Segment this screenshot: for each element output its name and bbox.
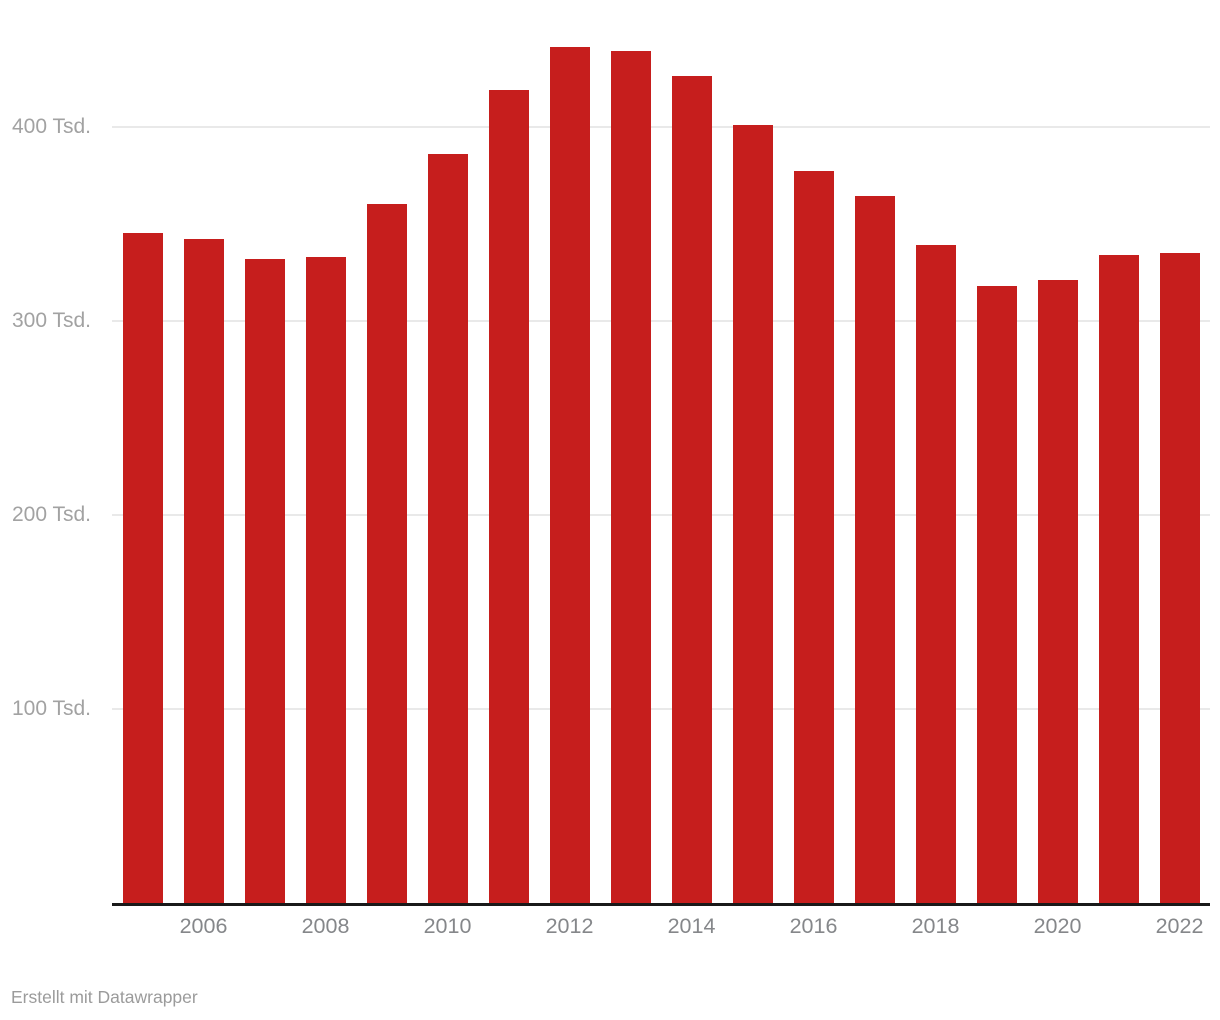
- x-axis-label-2012: 2012: [545, 914, 594, 938]
- bar-2020[interactable]: [1037, 279, 1078, 904]
- bar-2009[interactable]: [366, 204, 407, 904]
- x-axis-label-2006: 2006: [179, 914, 228, 938]
- x-axis-line: [112, 903, 1210, 906]
- y-axis-label-400: 400 Tsd.: [12, 114, 92, 138]
- bar-2006[interactable]: [183, 239, 224, 904]
- gridline-400: [112, 125, 1210, 128]
- x-axis-label-2020: 2020: [1033, 914, 1082, 938]
- bar-2015[interactable]: [732, 124, 773, 904]
- bar-2005[interactable]: [122, 233, 163, 904]
- x-axis-label-2022: 2022: [1155, 914, 1204, 938]
- bar-2010[interactable]: [427, 153, 468, 904]
- bar-2007[interactable]: [244, 258, 285, 904]
- bar-2016[interactable]: [793, 171, 834, 904]
- bar-2018[interactable]: [915, 244, 956, 904]
- gridline-300: [112, 319, 1210, 322]
- bar-2012[interactable]: [549, 46, 590, 904]
- datawrapper-attribution-link[interactable]: Erstellt mit Datawrapper: [11, 987, 198, 1007]
- gridline-100: [112, 708, 1210, 711]
- bar-2014[interactable]: [671, 75, 712, 904]
- y-axis-label-100: 100 Tsd.: [12, 697, 92, 721]
- y-axis-label-300: 300 Tsd.: [12, 308, 92, 332]
- bar-2017[interactable]: [854, 196, 895, 904]
- bar-2011[interactable]: [488, 89, 529, 904]
- x-axis-label-2014: 2014: [667, 914, 716, 938]
- y-axis-label-200: 200 Tsd.: [12, 503, 92, 526]
- bar-2021[interactable]: [1098, 254, 1139, 904]
- bar-2008[interactable]: [305, 256, 346, 904]
- bar-2013[interactable]: [610, 50, 651, 904]
- x-axis-label-2008: 2008: [301, 914, 350, 938]
- x-axis-label-2018: 2018: [911, 914, 960, 938]
- x-axis-label-2016: 2016: [789, 914, 838, 938]
- bar-2019[interactable]: [976, 285, 1017, 904]
- bar-2022[interactable]: [1159, 252, 1200, 904]
- gridline-200: [112, 514, 1210, 516]
- x-axis-label-2010: 2010: [423, 914, 472, 938]
- bar-chart: 100 Tsd. 200 Tsd. 300 Tsd. 400 Tsd. 2006 2008…: [12, 46, 1210, 938]
